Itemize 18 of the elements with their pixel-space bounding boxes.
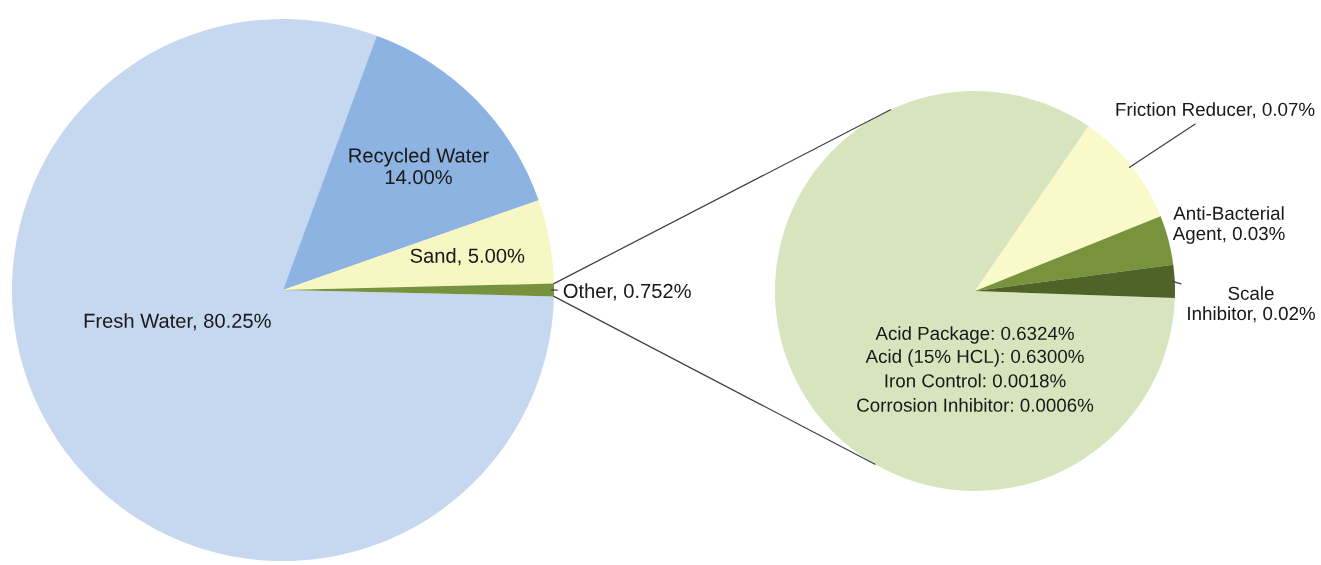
slice-label: Other, 0.752% (563, 283, 691, 301)
pie-slice (975, 126, 1161, 291)
slice-label: Scale Inhibitor, 0.02% (1188, 286, 1315, 323)
slice-label: Anti-Bacterial Agent, 0.03% (1172, 206, 1285, 244)
slice-label: Fresh Water, 80.25% (84, 313, 271, 331)
slice-label: Friction Reducer, 0.07% (1116, 102, 1315, 119)
data-label: 14.00% (385, 170, 452, 185)
slice-label: Acid Package: 0.6324% (875, 326, 1074, 344)
pie-slice (12, 19, 554, 561)
text: Acid (15% HCL): 0.6300% (865, 349, 1084, 367)
pie-slice (283, 200, 554, 290)
slice-label: Sand, 5.00% (410, 248, 525, 266)
pie-slice (975, 216, 1174, 291)
text: Corrosion Inhibitor: 0.0006% (857, 398, 1094, 412)
text: Iron Control: 0.0018% (885, 373, 1066, 388)
pie-slice (775, 91, 1175, 491)
pie-slice (283, 35, 539, 290)
slice-label: Recycled Water (349, 147, 489, 167)
